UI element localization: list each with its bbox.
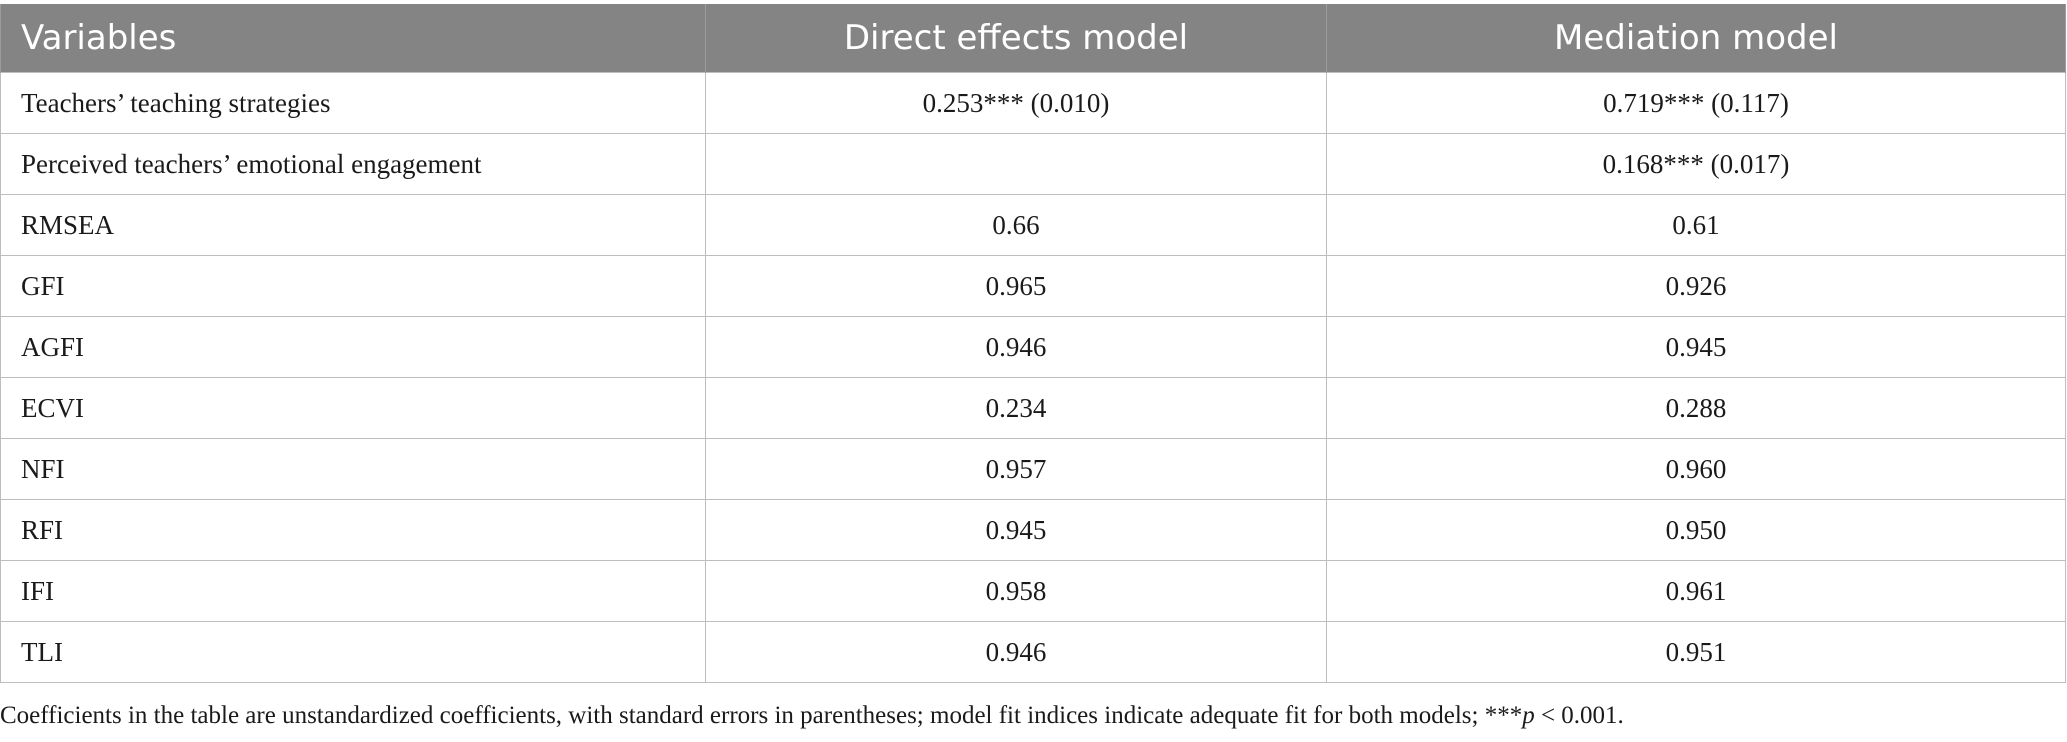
direct-effects-value: 0.965 (705, 255, 1327, 317)
direct-effects-value (705, 133, 1327, 195)
mediation-value: 0.945 (1326, 316, 2066, 378)
row-label: Perceived teachers’ emotional engagement (0, 133, 706, 195)
footnote-tail: < 0.001. (1534, 702, 1624, 729)
direct-effects-value: 0.958 (705, 560, 1327, 622)
mediation-value: 0.719*** (0.117) (1326, 72, 2066, 134)
direct-effects-value: 0.946 (705, 621, 1327, 683)
header-row: Variables Direct effects model Mediation… (0, 4, 2066, 73)
table-row: RMSEA 0.66 0.61 (0, 194, 2066, 256)
table-row: IFI 0.958 0.961 (0, 560, 2066, 622)
row-label: AGFI (0, 316, 706, 378)
direct-effects-value: 0.66 (705, 194, 1327, 256)
row-label: IFI (0, 560, 706, 622)
mediation-value: 0.926 (1326, 255, 2066, 317)
footnote-text: Coefficients in the table are unstandard… (0, 702, 1523, 729)
table-header: Variables Direct effects model Mediation… (0, 4, 2066, 73)
direct-effects-value: 0.945 (705, 499, 1327, 561)
row-label: ECVI (0, 377, 706, 439)
mediation-value: 0.168*** (0.017) (1326, 133, 2066, 195)
mediation-value: 0.961 (1326, 560, 2066, 622)
mediation-value: 0.61 (1326, 194, 2066, 256)
table-row: AGFI 0.946 0.945 (0, 316, 2066, 378)
header-direct-effects-model: Direct effects model (705, 4, 1327, 73)
row-label: RMSEA (0, 194, 706, 256)
table-row: RFI 0.945 0.950 (0, 499, 2066, 561)
table-body: Teachers’ teaching strategies 0.253*** (… (0, 72, 2066, 683)
header-mediation-model: Mediation model (1326, 4, 2066, 73)
table-row: GFI 0.965 0.926 (0, 255, 2066, 317)
row-label: Teachers’ teaching strategies (0, 72, 706, 134)
table-row: Perceived teachers’ emotional engagement… (0, 133, 2066, 195)
table-row: Teachers’ teaching strategies 0.253*** (… (0, 72, 2066, 134)
footnote-p-symbol: p (1522, 702, 1535, 729)
table-row: TLI 0.946 0.951 (0, 621, 2066, 683)
table-row: NFI 0.957 0.960 (0, 438, 2066, 500)
header-variables: Variables (0, 4, 706, 73)
results-table: Variables Direct effects model Mediation… (0, 4, 2066, 683)
mediation-value: 0.288 (1326, 377, 2066, 439)
direct-effects-value: 0.957 (705, 438, 1327, 500)
row-label: TLI (0, 621, 706, 683)
row-label: NFI (0, 438, 706, 500)
row-label: RFI (0, 499, 706, 561)
direct-effects-value: 0.946 (705, 316, 1327, 378)
mediation-value: 0.951 (1326, 621, 2066, 683)
mediation-value: 0.960 (1326, 438, 2066, 500)
mediation-value: 0.950 (1326, 499, 2066, 561)
table-footnote: Coefficients in the table are unstandard… (0, 702, 1624, 730)
row-label: GFI (0, 255, 706, 317)
direct-effects-value: 0.253*** (0.010) (705, 72, 1327, 134)
table-row: ECVI 0.234 0.288 (0, 377, 2066, 439)
results-table-container: Variables Direct effects model Mediation… (0, 4, 2066, 683)
direct-effects-value: 0.234 (705, 377, 1327, 439)
